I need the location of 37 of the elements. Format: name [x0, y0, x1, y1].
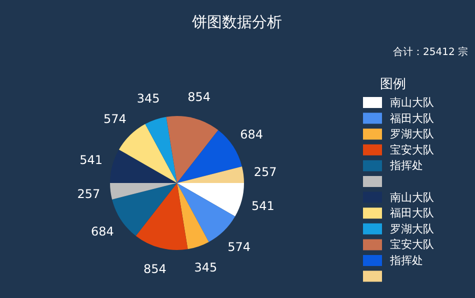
legend-label: 福田大队: [390, 206, 434, 220]
data-label: 541: [80, 153, 102, 168]
legend-label: 罗湖大队: [390, 222, 434, 236]
pie-slice: [110, 183, 177, 200]
legend-label: 南山大队: [390, 96, 434, 109]
legend-label: 南山大队: [390, 190, 434, 204]
data-label: 541: [252, 198, 274, 213]
data-label: 684: [240, 127, 263, 142]
data-label: 684: [91, 224, 114, 239]
pie-slice: [177, 130, 242, 183]
legend-title: 图例: [380, 77, 406, 92]
chart-title: 饼图数据分析: [191, 13, 282, 31]
pie-slice: [110, 150, 177, 183]
data-label: 257: [254, 164, 277, 179]
legend-label: 罗湖大队: [390, 128, 434, 141]
pie-slice: [177, 183, 236, 242]
data-label: 345: [194, 260, 218, 274]
pie-slice: [177, 183, 209, 250]
legend-label: 宝安大队: [390, 143, 434, 156]
legend-label: 指挥处: [389, 159, 423, 172]
legend-label: 福田大队: [390, 112, 434, 125]
pie-slice: [118, 124, 177, 183]
data-label: 257: [77, 187, 100, 202]
data-label: 574: [228, 240, 251, 254]
pie-slice: [166, 116, 218, 183]
data-label: 574: [103, 112, 126, 126]
legend-label: 指挥处: [389, 254, 423, 267]
pie-slice: [112, 183, 177, 236]
legend-label: 宝安大队: [390, 238, 434, 252]
pie-slice: [177, 166, 244, 183]
chart-subtitle: 合计：25412 宗: [393, 46, 468, 58]
data-label: 854: [188, 90, 211, 104]
pie-slice: [177, 183, 244, 216]
data-label: 854: [143, 262, 166, 276]
pie-slice: [145, 116, 177, 183]
pie-slice: [136, 183, 188, 250]
data-label: 345: [136, 92, 160, 106]
